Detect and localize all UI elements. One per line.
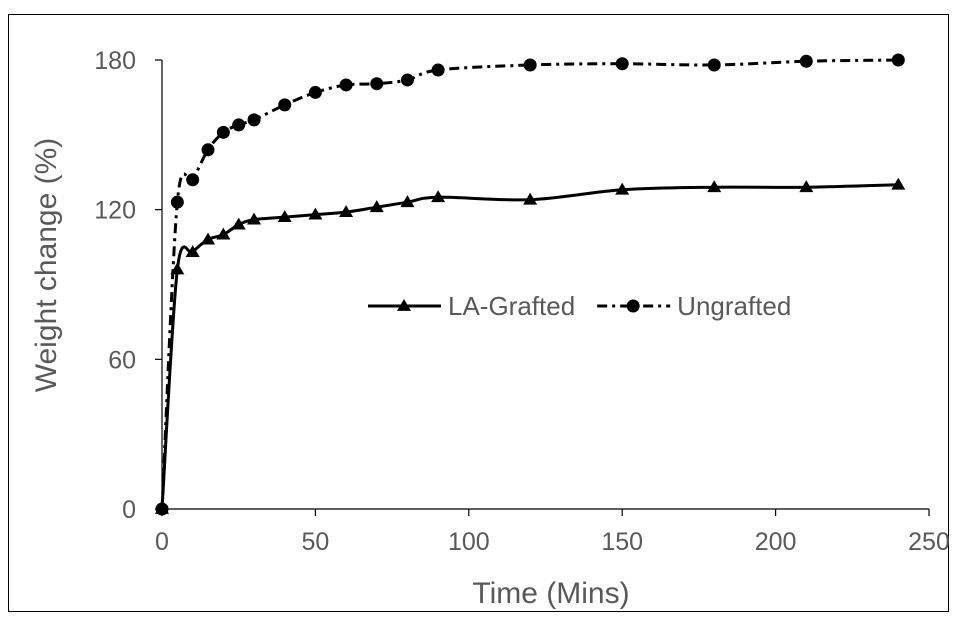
data-point xyxy=(523,58,537,72)
x-tick-label: 150 xyxy=(601,528,643,556)
legend-label: Ungrafted xyxy=(677,291,791,321)
x-tick-label: 50 xyxy=(301,528,329,556)
data-point xyxy=(615,57,629,71)
y-tick-label: 60 xyxy=(108,346,136,374)
x-tick-label: 250 xyxy=(908,528,950,556)
legend-marker xyxy=(626,299,640,313)
data-point xyxy=(170,195,184,209)
data-point xyxy=(707,58,721,72)
data-point xyxy=(308,207,323,220)
data-point xyxy=(201,143,215,157)
data-point xyxy=(231,217,246,230)
data-point xyxy=(232,118,246,132)
data-point xyxy=(370,77,384,91)
y-tick-label: 0 xyxy=(122,496,136,524)
series-line xyxy=(160,58,899,510)
data-point xyxy=(155,502,169,516)
data-point xyxy=(431,190,446,203)
data-point xyxy=(615,182,630,195)
data-point xyxy=(799,54,813,68)
data-point xyxy=(247,113,261,127)
legend: LA-Grafted Ungrafted xyxy=(368,291,791,321)
data-point xyxy=(891,53,905,67)
series-layer xyxy=(155,53,906,516)
chart-frame: 0 50 100 150 200 250 0 60 120 180 LA-Grafted Ungra… xyxy=(8,14,950,612)
x-tick-label: 0 xyxy=(155,528,169,556)
x-axis-title: Time (Mins) xyxy=(472,577,629,610)
data-point xyxy=(339,205,354,218)
data-point xyxy=(278,98,292,112)
data-point xyxy=(216,227,231,240)
series-line xyxy=(160,183,899,510)
y-tick-label: 120 xyxy=(94,197,136,225)
legend-label: LA-Grafted xyxy=(448,291,575,321)
data-point xyxy=(523,192,538,205)
data-point xyxy=(247,212,262,225)
axes: 0 50 100 150 200 250 0 60 120 180 xyxy=(94,47,950,556)
data-point xyxy=(201,232,216,245)
data-point xyxy=(400,73,414,87)
series-ungrafted xyxy=(155,53,905,516)
data-point xyxy=(400,195,415,208)
data-point xyxy=(707,180,722,193)
x-tick-label: 200 xyxy=(755,528,797,556)
y-tick-label: 180 xyxy=(94,47,136,75)
data-point xyxy=(799,180,814,193)
weight-change-chart: 0 50 100 150 200 250 0 60 120 180 LA-Grafted Ungra… xyxy=(30,47,950,610)
legend-marker xyxy=(397,299,411,311)
data-point xyxy=(186,173,200,187)
data-point xyxy=(339,78,353,92)
data-point xyxy=(185,245,200,257)
data-point xyxy=(308,85,322,99)
x-tick-label: 100 xyxy=(448,528,490,556)
data-point xyxy=(369,200,384,213)
data-point xyxy=(216,125,230,139)
series-la-grafted xyxy=(155,177,906,514)
data-point xyxy=(431,63,445,77)
y-axis-title: Weight change (%) xyxy=(30,138,63,393)
data-point xyxy=(891,177,906,190)
data-point xyxy=(277,210,292,223)
